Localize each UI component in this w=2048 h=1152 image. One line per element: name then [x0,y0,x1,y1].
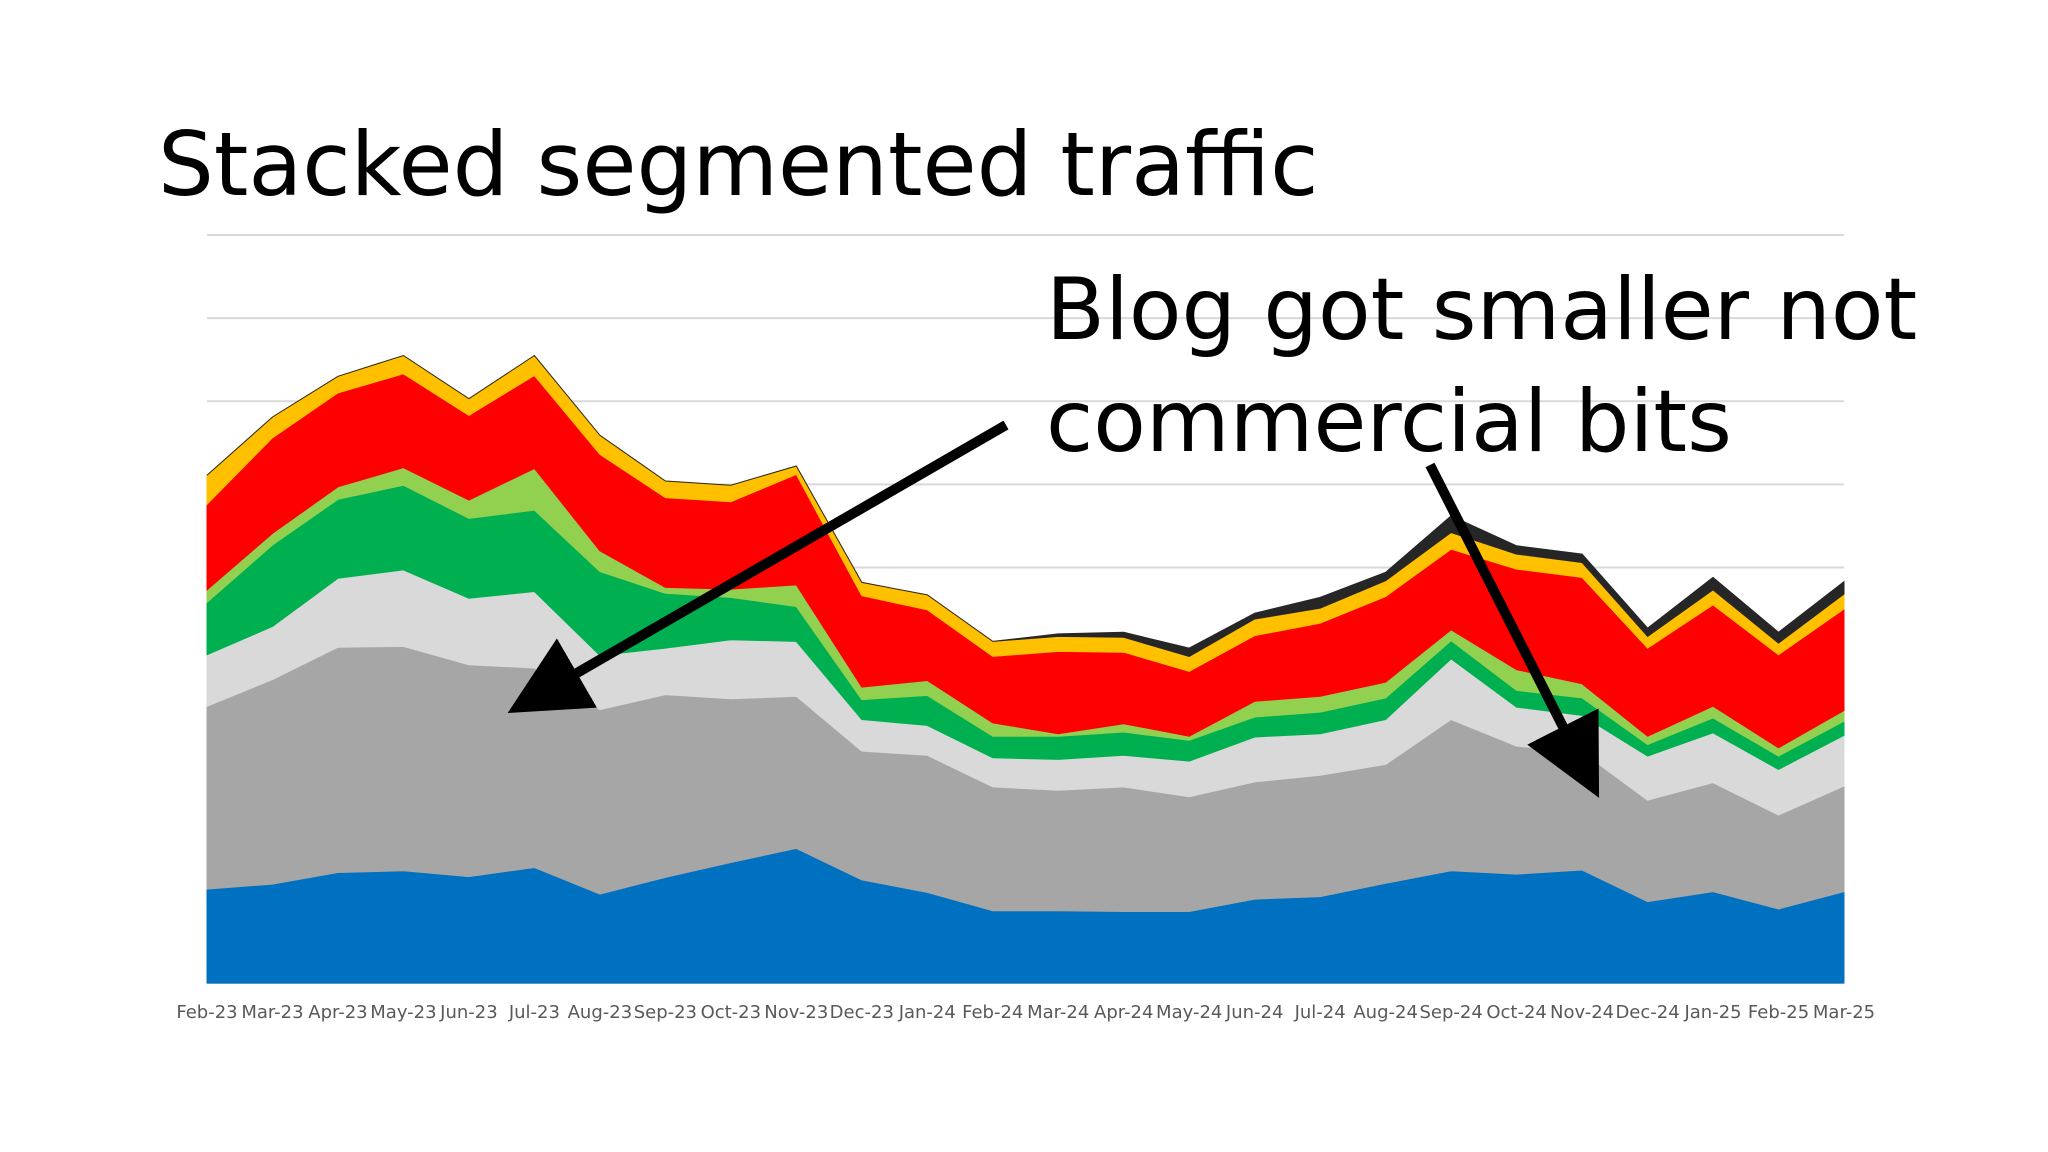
x-tick-label: Mar-25 [1813,1002,1875,1023]
annotation-arrow-left [507,420,1009,714]
x-tick-label: Sep-24 [1419,1002,1482,1023]
annotation-arrow-right [1425,462,1600,798]
x-tick-label: Mar-23 [241,1002,303,1023]
area-series-8 [206,354,1845,657]
x-tick-label: Feb-25 [1748,1002,1809,1023]
x-axis-tick-labels: Feb-23 Mar-23 Apr-23 May-23 Jun-23 Jul-23 Aug-… [176,1002,1875,1023]
x-tick-label: Feb-23 [176,1002,237,1023]
x-tick-label: Dec-23 [830,1002,894,1023]
x-tick-label: Jul-23 [508,1002,560,1023]
x-tick-label: May-24 [1156,1002,1222,1023]
x-tick-label: Nov-23 [764,1002,828,1023]
x-tick-label: Oct-23 [701,1002,762,1023]
x-tick-label: Apr-24 [1094,1002,1153,1023]
x-tick-label: Nov-24 [1550,1002,1614,1023]
x-tick-label: Aug-24 [1353,1002,1418,1023]
x-tick-label: May-23 [370,1002,436,1023]
x-tick-label: Jan-24 [898,1002,956,1023]
annotation-text-line-1: Blog got smaller not [1046,260,1918,360]
chart-title: Stacked segmented traffic [158,113,1319,216]
x-tick-label: Jun-23 [439,1002,498,1023]
x-tick-label: Oct-24 [1486,1002,1547,1023]
x-tick-label: Jul-24 [1294,1002,1346,1023]
x-tick-label: Jan-25 [1683,1002,1741,1023]
x-tick-label: Jun-24 [1225,1002,1284,1023]
x-tick-label: Aug-23 [568,1002,633,1023]
x-tick-label: Apr-23 [308,1002,367,1023]
x-tick-label: Mar-24 [1027,1002,1089,1023]
x-tick-label: Dec-24 [1615,1002,1679,1023]
x-tick-label: Sep-23 [634,1002,697,1023]
annotation-text-line-2: commercial bits [1046,372,1732,472]
x-tick-label: Feb-24 [962,1002,1023,1023]
area-series-group [206,354,1845,984]
